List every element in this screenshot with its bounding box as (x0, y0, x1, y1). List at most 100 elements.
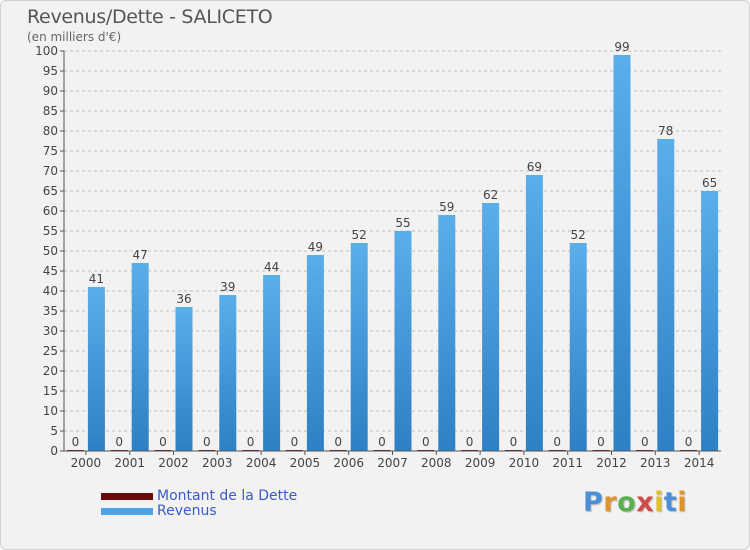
y-tick-label-65: 65 (43, 184, 58, 198)
x-tick-label-2012: 2012 (596, 456, 627, 470)
grid-lines (64, 50, 721, 452)
data-label-debt-2006: 0 (334, 435, 342, 449)
y-tick-label-25: 25 (43, 344, 58, 358)
data-label-debt-2009: 0 (466, 435, 474, 449)
y-tick-label-35: 35 (43, 304, 58, 318)
y-tick-label-55: 55 (43, 224, 58, 238)
legend-swatch-revenue (101, 507, 153, 515)
bar-revenue-2012 (613, 55, 631, 451)
y-tick-label-10: 10 (43, 404, 58, 418)
data-label-revenue-2001: 47 (133, 248, 148, 262)
bar-revenue-2001 (131, 263, 149, 451)
x-tick-label-2009: 2009 (465, 456, 496, 470)
y-tick-label-0: 0 (50, 444, 58, 458)
x-tick-label-2010: 2010 (509, 456, 540, 470)
data-label-debt-2013: 0 (641, 435, 649, 449)
data-label-revenue-2012: 99 (614, 40, 629, 54)
y-tick-label-90: 90 (43, 84, 58, 98)
bar-revenue-2008 (438, 215, 456, 451)
y-tick-label-60: 60 (43, 204, 58, 218)
data-label-debt-2005: 0 (291, 435, 299, 449)
x-tick-label-2013: 2013 (640, 456, 671, 470)
chart-title: Revenus/Dette - SALICETO (27, 6, 273, 28)
bars (66, 55, 719, 451)
data-label-debt-2014: 0 (685, 435, 693, 449)
logo-letter: x (636, 487, 655, 518)
bar-revenue-2003 (219, 295, 237, 451)
bar-revenue-2010 (525, 175, 543, 451)
data-label-revenue-2003: 39 (220, 280, 235, 294)
legend-label-revenue: Revenus (157, 503, 217, 519)
x-tick-label-2011: 2011 (552, 456, 583, 470)
logo-letter: i (677, 487, 688, 518)
data-label-revenue-2009: 62 (483, 188, 498, 202)
chart-subtitle: (en milliers d'€) (27, 30, 122, 44)
y-tick-label-5: 5 (50, 424, 58, 438)
bar-revenue-2000 (87, 287, 105, 451)
y-tick-label-45: 45 (43, 264, 58, 278)
bar-revenue-2009 (482, 203, 500, 451)
data-label-revenue-2004: 44 (264, 260, 279, 274)
data-label-revenue-2014: 65 (702, 176, 717, 190)
labels: 0510152025303540455055606570758085909510… (35, 40, 717, 470)
bar-revenue-2006 (350, 243, 368, 451)
logo-letter: t (663, 487, 678, 518)
logo-letter: o (617, 487, 637, 518)
bar-revenue-2014 (701, 191, 719, 451)
data-label-debt-2001: 0 (115, 435, 123, 449)
bar-revenue-2013 (657, 139, 675, 451)
data-label-revenue-2005: 49 (308, 240, 323, 254)
bar-revenue-2005 (306, 255, 324, 451)
data-label-revenue-2010: 69 (527, 160, 542, 174)
data-label-debt-2010: 0 (510, 435, 518, 449)
x-tick-label-2003: 2003 (202, 456, 233, 470)
data-label-revenue-2011: 52 (571, 228, 586, 242)
x-tick-label-2008: 2008 (421, 456, 452, 470)
data-label-debt-2003: 0 (203, 435, 211, 449)
data-label-revenue-2007: 55 (395, 216, 410, 230)
data-label-revenue-2000: 41 (89, 272, 104, 286)
data-label-debt-2007: 0 (378, 435, 386, 449)
y-tick-label-85: 85 (43, 104, 58, 118)
logo-letter: P (583, 487, 604, 518)
y-tick-label-20: 20 (43, 364, 58, 378)
legend-label-debt: Montant de la Dette (157, 488, 298, 504)
data-label-debt-2004: 0 (247, 435, 255, 449)
bar-revenue-2002 (175, 307, 193, 451)
legend-item-revenue: Revenus (101, 503, 217, 519)
data-label-revenue-2006: 52 (352, 228, 367, 242)
x-tick-label-2002: 2002 (158, 456, 189, 470)
data-label-debt-2011: 0 (553, 435, 561, 449)
data-label-revenue-2002: 36 (176, 292, 191, 306)
bar-revenue-2011 (569, 243, 587, 451)
y-tick-label-50: 50 (43, 244, 58, 258)
data-label-debt-2008: 0 (422, 435, 430, 449)
x-tick-label-2001: 2001 (114, 456, 145, 470)
data-label-debt-2002: 0 (159, 435, 167, 449)
data-label-revenue-2013: 78 (658, 124, 673, 138)
x-tick-label-2005: 2005 (290, 456, 321, 470)
y-tick-label-30: 30 (43, 324, 58, 338)
proxiti-logo: Proxiti (583, 487, 687, 518)
data-label-revenue-2008: 59 (439, 200, 454, 214)
x-tick-label-2014: 2014 (684, 456, 715, 470)
y-tick-label-100: 100 (35, 44, 58, 58)
legend-item-debt: Montant de la Dette (101, 488, 297, 504)
logo-letter: i (654, 487, 664, 518)
x-tick-label-2007: 2007 (377, 456, 408, 470)
legend-swatch-debt (101, 492, 153, 500)
x-tick-label-2006: 2006 (333, 456, 364, 470)
y-tick-label-80: 80 (43, 124, 58, 138)
y-tick-label-15: 15 (43, 384, 58, 398)
axes (60, 50, 721, 455)
y-tick-label-75: 75 (43, 144, 58, 158)
data-label-debt-2000: 0 (72, 435, 80, 449)
y-tick-label-40: 40 (43, 284, 58, 298)
bar-revenue-2004 (263, 275, 281, 451)
y-tick-label-70: 70 (43, 164, 58, 178)
x-tick-label-2000: 2000 (71, 456, 102, 470)
x-tick-label-2004: 2004 (246, 456, 277, 470)
y-tick-label-95: 95 (43, 64, 58, 78)
